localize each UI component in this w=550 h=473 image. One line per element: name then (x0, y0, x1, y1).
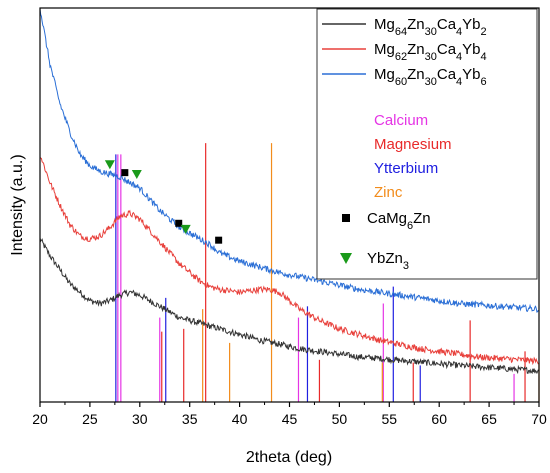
legend-box (316, 8, 538, 280)
x-tick-label: 45 (282, 411, 298, 427)
legend-entry: Mg62Zn30Ca4Yb4 (374, 41, 487, 63)
legend-entry: CaMg6Zn (367, 210, 431, 232)
phase-marker-square (175, 219, 183, 227)
x-tick-label: 20 (32, 411, 48, 427)
series-line-1 (39, 237, 539, 375)
y-axis-label: Intensity (a.u.) (9, 154, 26, 255)
x-tick-label: 55 (382, 411, 398, 427)
x-tick-label: 35 (182, 411, 198, 427)
legend-entry: Calcium (374, 112, 428, 129)
legend-entry: Mg60Zn30Ca4Yb6 (374, 66, 487, 88)
legend-entry: Ytterbium (374, 160, 438, 177)
phase-markers (104, 160, 223, 244)
x-tick-label: 25 (82, 411, 98, 427)
x-tick-label: 50 (332, 411, 348, 427)
legend-entry: Magnesium (374, 136, 452, 153)
phase-marker-triangle (131, 170, 142, 180)
x-tick-label: 40 (232, 411, 248, 427)
x-tick-label: 70 (531, 411, 547, 427)
x-axis-ticks: 20 25 30 35 40 45 50 55 60 65 70 (32, 402, 547, 427)
legend-marker-triangle (340, 253, 352, 264)
x-axis-label: 2theta (deg) (246, 449, 332, 466)
legend-entry: Mg64Zn30Ca4Yb2 (374, 16, 487, 38)
series-line-3 (39, 9, 539, 313)
phase-marker-square (121, 169, 129, 177)
legend: Mg64Zn30Ca4Yb2 Mg62Zn30Ca4Yb4 Mg60Zn30Ca4Y… (316, 8, 538, 280)
legend-entry: Zinc (374, 184, 403, 201)
x-tick-label: 30 (132, 411, 148, 427)
legend-entry: YbZn3 (367, 250, 409, 272)
phase-marker-triangle (180, 224, 191, 234)
x-tick-label: 60 (431, 411, 447, 427)
phase-marker-square (215, 236, 223, 244)
series-group (39, 9, 539, 375)
series-line-2 (39, 156, 539, 366)
legend-marker-square (342, 214, 350, 222)
phase-marker-triangle (104, 160, 115, 170)
x-tick-label: 65 (481, 411, 497, 427)
